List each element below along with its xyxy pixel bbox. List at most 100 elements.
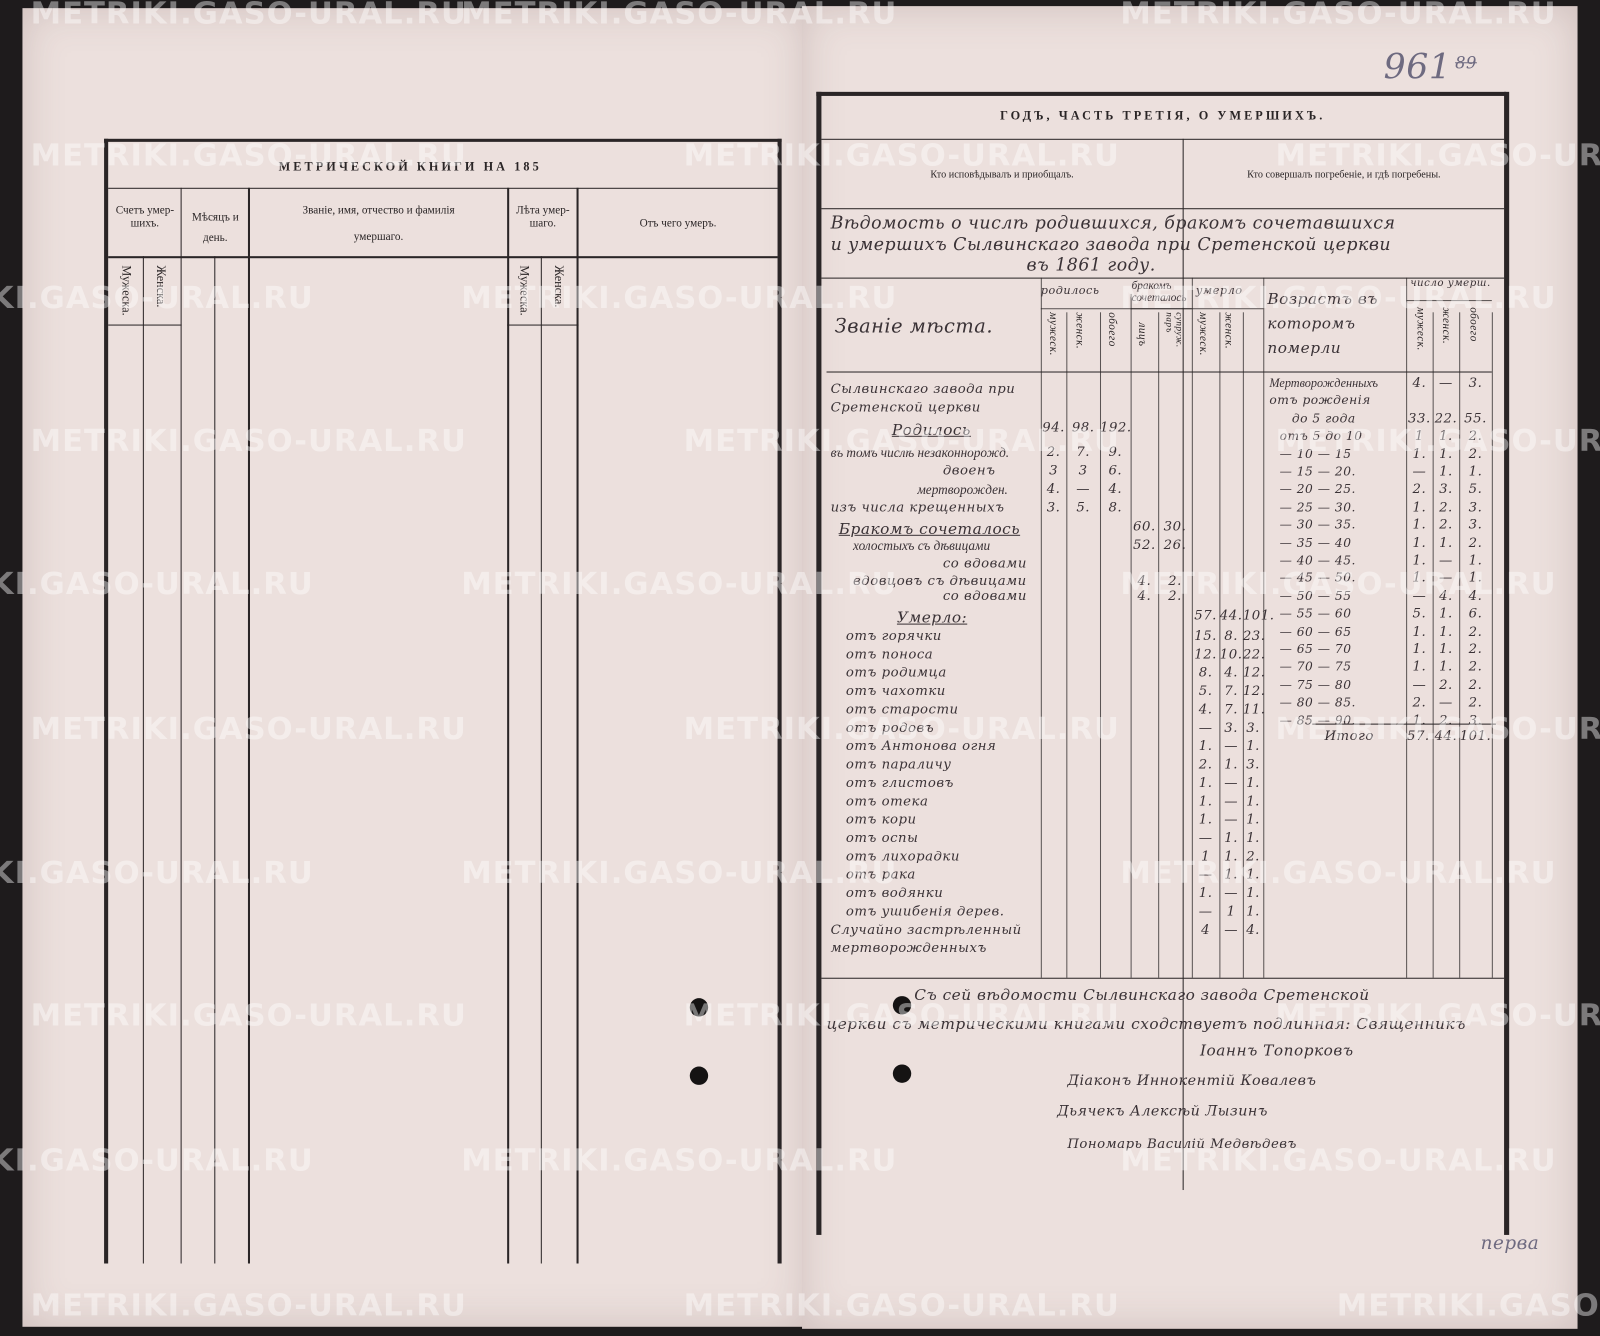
col-header-confessor: Кто исповѣдывалъ и приобщалъ. bbox=[930, 169, 1074, 181]
stats-row-label: отъ родимца bbox=[845, 665, 947, 681]
stats-row-label: Родилось bbox=[891, 420, 971, 439]
col-header-name: Званіе, имя, отчество и фамилія bbox=[302, 204, 455, 217]
age-row-label: — 50 — 55 bbox=[1279, 588, 1352, 603]
stats-rule bbox=[821, 277, 1505, 279]
stats-column-line bbox=[1432, 312, 1434, 978]
age-row-cell: — bbox=[1412, 677, 1427, 693]
stats-cell-died: 1. bbox=[1246, 775, 1260, 791]
stats-cell-born: 3 bbox=[1049, 463, 1059, 479]
age-row-cell: 1. bbox=[1412, 499, 1427, 516]
header-died-male: мужеск. bbox=[1196, 312, 1210, 356]
punch-hole bbox=[892, 996, 912, 1015]
stats-cell-married: 52. bbox=[1133, 537, 1156, 554]
stats-cell-died: 15. bbox=[1194, 628, 1217, 644]
stats-cell-died: — bbox=[1224, 738, 1239, 755]
stats-cell-died: 1. bbox=[1224, 867, 1238, 883]
stats-cell-died: 1 bbox=[1201, 849, 1211, 865]
stats-cell-died: 44. bbox=[1219, 608, 1243, 624]
stats-column-line bbox=[1242, 312, 1244, 978]
stats-cell-born: 7. bbox=[1076, 444, 1090, 461]
stats-cell-married: 30. bbox=[1163, 519, 1187, 535]
age-row-cell: 4. bbox=[1468, 588, 1483, 604]
stats-row-label: въ томъ числѣ незаконнорожд. bbox=[830, 444, 1010, 461]
age-row-cell: 5. bbox=[1468, 482, 1483, 498]
stats-cell-died: — bbox=[1224, 794, 1239, 810]
col-divider bbox=[576, 187, 579, 1264]
stats-cell-born: 2. bbox=[1046, 444, 1061, 461]
header-born-female: женск. bbox=[1073, 312, 1086, 350]
stats-cell-died: 3. bbox=[1224, 720, 1238, 736]
stats-row-label: со вдовами bbox=[942, 588, 1027, 605]
age-row-cell: 3. bbox=[1468, 375, 1483, 391]
stats-column-line bbox=[1040, 277, 1042, 978]
table-border-right bbox=[777, 138, 782, 1264]
age-row-label: — 55 — 60 bbox=[1279, 606, 1352, 621]
age-row-cell: 4. bbox=[1412, 375, 1427, 391]
stats-cell-born: 5. bbox=[1076, 500, 1090, 516]
age-row-cell: — bbox=[1439, 553, 1453, 569]
age-row-cell: 1. bbox=[1412, 712, 1427, 729]
right-page-title: ГОДЪ, ЧАСТЬ ТРЕТІЯ, О УМЕРШИХЪ. bbox=[1000, 108, 1326, 123]
stats-cell-died: 7. bbox=[1224, 683, 1238, 700]
statement-line-3: въ 1861 году. bbox=[1026, 255, 1156, 276]
stats-row-label: Бракомъ сочеталось bbox=[838, 519, 1021, 538]
stats-row-label: отъ лихорадки bbox=[845, 849, 960, 865]
header-couples: супруж. паръ bbox=[1164, 312, 1185, 348]
stats-row-label: Случайно застрѣленный bbox=[830, 922, 1022, 938]
age-row-label: отъ рожденія bbox=[1269, 393, 1371, 408]
stats-rule bbox=[826, 371, 1492, 373]
stats-group-rule bbox=[1191, 308, 1264, 310]
header-rule-2 bbox=[821, 208, 1505, 210]
age-row-cell: 2. bbox=[1468, 695, 1483, 711]
stats-cell-died: — bbox=[1198, 830, 1213, 847]
stats-column-line bbox=[1066, 312, 1068, 978]
header-persons: лицъ bbox=[1135, 322, 1148, 347]
stats-cell-died: 1. bbox=[1246, 794, 1260, 810]
stats-row-label: отъ ушибенія дерев. bbox=[845, 904, 1005, 920]
stats-row-label: вдовцовъ съ дѣвицами bbox=[853, 573, 1027, 589]
header-born-both: обоего bbox=[1106, 312, 1119, 347]
age-row-label: — 85 — 90. bbox=[1279, 712, 1356, 728]
header-age-male: мужеск. bbox=[1414, 307, 1427, 351]
stats-cell-died: 101. bbox=[1242, 608, 1275, 624]
subheader-female: Женска. bbox=[154, 265, 169, 308]
age-row-cell: 1. bbox=[1439, 428, 1453, 445]
age-row-label: — 60 — 65 bbox=[1279, 624, 1352, 639]
stats-cell-died: — bbox=[1224, 812, 1239, 828]
age-row-cell: 55. bbox=[1464, 411, 1487, 427]
col-header-count: Счетъ умер- шихъ. bbox=[115, 204, 175, 230]
old-page-number: 89 bbox=[1455, 53, 1477, 73]
age-row-cell: 3. bbox=[1439, 482, 1453, 498]
stats-column-line bbox=[1459, 312, 1461, 978]
total-rule bbox=[1312, 723, 1496, 725]
subheader-rule bbox=[108, 324, 182, 326]
stats-row-label: отъ глистовъ bbox=[845, 775, 954, 791]
age-row-cell: 3. bbox=[1468, 499, 1483, 516]
stats-cell-born: 4. bbox=[1046, 481, 1061, 498]
age-row-cell: 2. bbox=[1439, 517, 1453, 533]
stats-cell-died: 4. bbox=[1198, 702, 1213, 718]
age-row-cell: 1. bbox=[1468, 464, 1483, 480]
table-border-top bbox=[816, 91, 1507, 96]
age-row-label: — 15 — 20. bbox=[1279, 464, 1356, 479]
stats-cell-married: 2. bbox=[1168, 588, 1182, 605]
stats-row-label: Сылвинскаго завода при bbox=[830, 381, 1016, 398]
stats-cell-died: 10. bbox=[1219, 647, 1243, 663]
age-row-cell: 6. bbox=[1468, 606, 1483, 622]
header-age-female: женск. bbox=[1439, 307, 1453, 345]
age-row-cell: — bbox=[1439, 375, 1453, 391]
total-label: Итого bbox=[1324, 728, 1374, 745]
age-row-cell: 1. bbox=[1412, 535, 1427, 551]
age-row-cell: 1. bbox=[1412, 659, 1427, 676]
age-row-cell: — bbox=[1439, 695, 1453, 711]
stats-cell-died: — bbox=[1224, 922, 1239, 938]
col-divider bbox=[540, 256, 542, 1264]
age-row-cell: 1. bbox=[1412, 641, 1427, 658]
age-row-cell: 2. bbox=[1439, 499, 1453, 516]
age-row-label: — 75 — 80 bbox=[1279, 677, 1352, 692]
total-female: 44. bbox=[1434, 728, 1458, 745]
punch-hole bbox=[892, 1064, 912, 1083]
stats-cell-died: — bbox=[1224, 885, 1239, 902]
age-row-cell: 2. bbox=[1468, 677, 1483, 693]
age-row-cell: 5. bbox=[1412, 606, 1427, 622]
